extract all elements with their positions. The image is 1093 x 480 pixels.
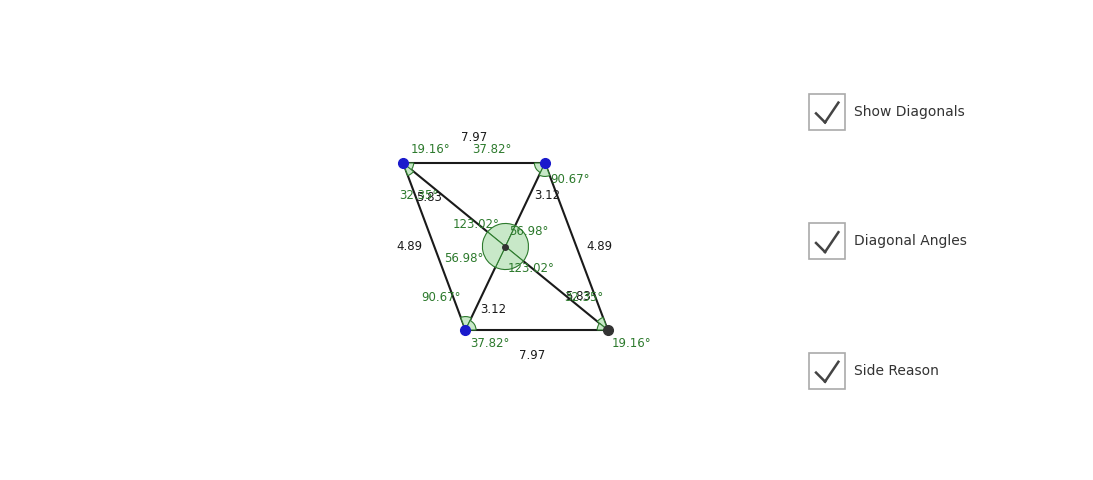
Text: 56.98°: 56.98° — [445, 252, 484, 265]
Text: 7.97: 7.97 — [519, 349, 545, 362]
Text: Diagonal Angles: Diagonal Angles — [854, 234, 966, 248]
Text: 4.89: 4.89 — [586, 240, 612, 253]
Wedge shape — [534, 163, 545, 172]
Wedge shape — [403, 163, 413, 176]
Wedge shape — [466, 321, 477, 330]
Text: 19.16°: 19.16° — [410, 143, 450, 156]
Wedge shape — [403, 163, 413, 173]
Text: 37.82°: 37.82° — [472, 143, 512, 156]
Text: 3.12: 3.12 — [533, 189, 560, 202]
Text: Show Diagonals: Show Diagonals — [854, 105, 964, 119]
Text: 4.89: 4.89 — [396, 240, 422, 253]
Text: 7.97: 7.97 — [461, 131, 487, 144]
Text: 32.35°: 32.35° — [399, 190, 438, 203]
Text: Side Reason: Side Reason — [854, 364, 939, 378]
Wedge shape — [487, 224, 515, 247]
Wedge shape — [495, 247, 524, 270]
Wedge shape — [598, 317, 608, 330]
Text: 56.98°: 56.98° — [509, 225, 549, 238]
Wedge shape — [505, 226, 529, 261]
Text: 19.16°: 19.16° — [612, 337, 651, 350]
Wedge shape — [539, 163, 550, 177]
Text: 90.67°: 90.67° — [421, 290, 460, 304]
Wedge shape — [482, 232, 505, 267]
Text: 123.02°: 123.02° — [453, 218, 500, 231]
Text: 90.67°: 90.67° — [551, 173, 590, 186]
Wedge shape — [461, 317, 471, 330]
Text: 37.82°: 37.82° — [470, 337, 509, 350]
Wedge shape — [597, 324, 608, 330]
Text: 3.12: 3.12 — [481, 303, 507, 316]
Text: 123.02°: 123.02° — [508, 262, 555, 275]
Text: 5.83: 5.83 — [416, 191, 443, 204]
Text: 5.83: 5.83 — [565, 290, 591, 303]
Text: 32.35°: 32.35° — [564, 290, 603, 304]
